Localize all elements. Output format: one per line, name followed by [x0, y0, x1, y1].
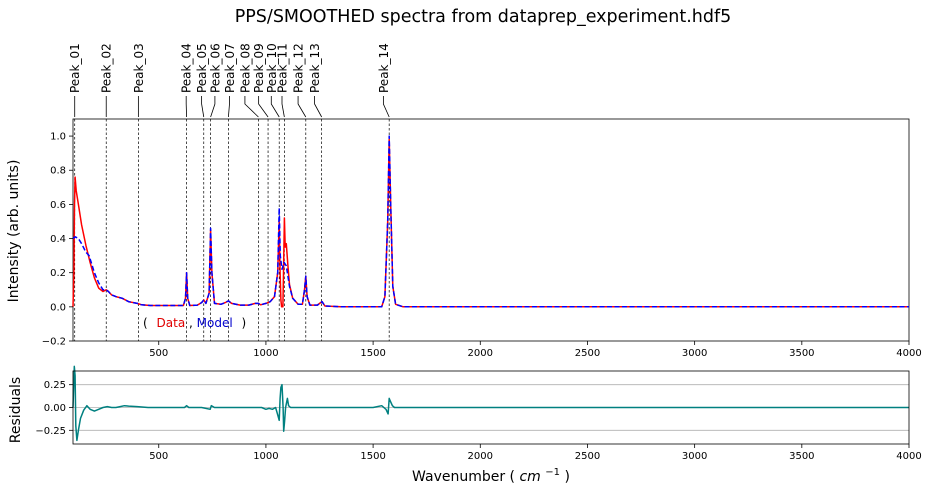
- peak-label: Peak_08: [238, 43, 252, 93]
- residuals-x-ticks: 500 1000 1500 2000 2500 3000 3500 4000: [149, 444, 922, 462]
- x-axis-label-exponent: −1: [545, 467, 560, 478]
- spectrum-x-ticks: 500 1000 1500 2000 2500 3000 3500 4000: [149, 341, 922, 359]
- peak-label: Peak_06: [208, 43, 222, 93]
- peak-label: Peak_04: [180, 43, 194, 93]
- residuals-x-tick-label: 3500: [789, 451, 814, 462]
- peak-connector: [228, 96, 230, 118]
- residuals-x-tick-label: 1000: [253, 451, 278, 462]
- x-axis-label-unit: cm: [519, 469, 540, 485]
- residuals-x-tick-label: 2500: [575, 451, 600, 462]
- series-line-model: [72, 135, 909, 308]
- x-axis-label-text: Wavenumber (: [412, 469, 515, 485]
- x-axis-label: Wavenumber ( cm −1 ): [412, 463, 570, 485]
- spectrum-y-tick-label: 0.8: [50, 166, 66, 177]
- peak-label: Peak_05: [195, 43, 209, 93]
- peak-connector: [270, 96, 280, 118]
- spectrum-y-axis-label: Intensity (arb. units): [6, 160, 22, 303]
- residuals-y-tick-label: 0.00: [44, 403, 66, 414]
- peak-label: Peak_02: [100, 43, 114, 93]
- residuals-x-tick-label: 4000: [896, 451, 921, 462]
- peak-connector: [244, 96, 259, 118]
- peak-label: Peak_07: [223, 43, 237, 93]
- peak-connector: [281, 96, 285, 118]
- spectrum-x-tick-label: 1000: [253, 348, 278, 359]
- spectrum-series: [72, 135, 909, 308]
- spectrum-y-tick-label: 0.2: [50, 268, 66, 279]
- peak-connector: [258, 96, 269, 118]
- spectrum-y-tick-label: 1.0: [50, 132, 66, 143]
- peak-label: Peak_14: [377, 43, 391, 93]
- residuals-x-tick-label: 3000: [682, 451, 707, 462]
- residuals-y-tick-label: 0.25: [44, 380, 66, 391]
- spectrum-y-ticks: −0.2 0.0 0.2 0.4 0.6 0.8 1.0: [42, 132, 73, 348]
- spectrum-y-tick-label: −0.2: [42, 337, 66, 348]
- residuals-plot: 500 1000 1500 2000 2500 3000 3500 4000 −0.25 0.0…: [8, 365, 922, 485]
- spectrum-x-tick-label: 2500: [575, 348, 600, 359]
- spectrum-x-tick-label: 2000: [468, 348, 493, 359]
- spectrum-x-tick-label: 500: [149, 348, 168, 359]
- peak-label: Peak_03: [132, 43, 146, 93]
- peak-label: Peak_12: [292, 43, 306, 93]
- chart-title: PPS/SMOOTHED spectra from dataprep_exper…: [235, 7, 732, 27]
- legend-close-paren: ): [242, 316, 247, 330]
- spectrum-plot-frame: [72, 118, 910, 342]
- spectrum-x-tick-label: 1500: [360, 348, 385, 359]
- legend-entry-model: Model: [197, 316, 233, 330]
- legend-separator: ,: [189, 316, 193, 330]
- spectrum-y-tick-label: 0.0: [50, 302, 66, 313]
- residuals-x-tick-label: 1500: [360, 451, 385, 462]
- legend-entry-data: Data: [157, 316, 186, 330]
- spectrum-x-tick-label: 3500: [789, 348, 814, 359]
- x-axis-label-close: ): [564, 469, 569, 485]
- peak-label: Peak_01: [68, 43, 82, 93]
- legend-open-paren: (: [143, 316, 148, 330]
- peak-label: Peak_11: [276, 43, 290, 93]
- peak-label: Peak_09: [252, 43, 266, 93]
- peak-connector: [297, 96, 307, 118]
- residuals-line: [72, 365, 909, 442]
- spectrum-plot: Peak_01 Peak_02 Peak_03 Peak_04 Peak_05 Peak_…: [6, 43, 922, 359]
- residuals-y-tick-label: −0.25: [35, 426, 66, 437]
- spectrum-y-tick-label: 0.4: [50, 234, 66, 245]
- peak-markers: Peak_01 Peak_02 Peak_03 Peak_04 Peak_05 Peak_…: [68, 43, 391, 341]
- spectrum-x-tick-label: 3000: [682, 348, 707, 359]
- peak-connector: [210, 96, 216, 118]
- peak-label: Peak_10: [265, 43, 279, 93]
- residuals-x-tick-label: 500: [149, 451, 168, 462]
- spectrum-x-tick-label: 4000: [896, 348, 921, 359]
- peak-connector: [382, 96, 390, 118]
- peak-connector: [201, 96, 205, 118]
- residuals-y-axis-label: Residuals: [8, 377, 24, 443]
- residuals-series: [72, 365, 909, 442]
- peak-label: Peak_13: [308, 43, 322, 93]
- peak-connector: [314, 96, 323, 118]
- residuals-x-tick-label: 2000: [468, 451, 493, 462]
- spectrum-y-tick-label: 0.6: [50, 200, 66, 211]
- legend: ( Data , Model ): [143, 316, 246, 330]
- residuals-y-ticks: −0.25 0.00 0.25: [35, 380, 73, 437]
